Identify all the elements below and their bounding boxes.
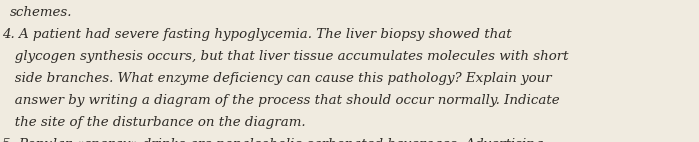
Text: schemes.: schemes. — [10, 6, 72, 19]
Text: glycogen synthesis occurs, but that liver tissue accumulates molecules with shor: glycogen synthesis occurs, but that live… — [2, 50, 568, 63]
Text: answer by writing a diagram of the process that should occur normally. Indicate: answer by writing a diagram of the proce… — [2, 94, 560, 107]
Text: 4. A patient had severe fasting hypoglycemia. The liver biopsy showed that: 4. A patient had severe fasting hypoglyc… — [2, 28, 512, 41]
Text: 5. Popular «cnergy» drinks are nonalcoholic carbonated beverages. Advertising: 5. Popular «cnergy» drinks are nonalcoho… — [2, 138, 544, 142]
Text: side branches. What enzyme deficiency can cause this pathology? Explain your: side branches. What enzyme deficiency ca… — [2, 72, 552, 85]
Text: the site of the disturbance on the diagram.: the site of the disturbance on the diagr… — [2, 116, 305, 129]
